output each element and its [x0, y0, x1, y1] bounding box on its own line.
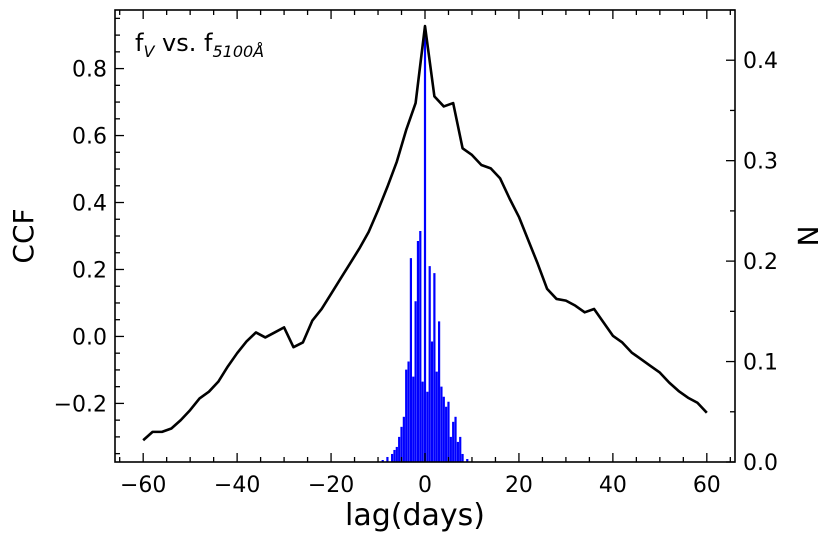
x-tick-label: −60 [120, 473, 166, 498]
x-tick-label: 20 [505, 473, 533, 498]
left-y-tick-label: 0.8 [72, 58, 107, 83]
left-y-axis-ticks: −0.2 0.0 0.2 0.4 0.6 0.8 [54, 17, 124, 455]
right-y-tick-label: 0.3 [743, 150, 778, 175]
left-y-tick-label: 0.6 [72, 125, 107, 150]
right-y-axis-label: N [791, 226, 824, 247]
right-y-tick-label: 0.1 [743, 351, 778, 376]
right-y-tick-label: 0.0 [743, 451, 778, 476]
left-y-tick-label: −0.2 [54, 392, 107, 417]
left-y-tick-label: 0.2 [72, 258, 107, 283]
x-axis-label: lag(days) [345, 498, 485, 533]
x-tick-label: 60 [693, 473, 721, 498]
left-y-axis-label: CCF [7, 208, 40, 263]
histogram-bars [381, 30, 469, 462]
right-y-tick-label: 0.4 [743, 49, 778, 74]
plot-annotation: fV vs. f5100Å [135, 29, 264, 61]
annotation-vs: vs. f [154, 29, 213, 57]
left-y-tick-label: 0.4 [72, 192, 107, 217]
x-tick-label: 0 [418, 473, 432, 498]
annotation-sub-5100: 5100Å [212, 42, 264, 61]
right-y-axis-ticks: 0.0 0.1 0.2 0.3 0.4 [726, 9, 778, 476]
x-tick-label: −40 [214, 473, 260, 498]
ccf-line [142, 24, 708, 442]
x-tick-label: −20 [308, 473, 354, 498]
annotation-sub-v: V [143, 42, 155, 61]
annotation-f1: f [135, 29, 144, 57]
x-tick-label: 40 [599, 473, 627, 498]
x-axis-ticks: −60 −40 −20 0 20 40 60 [119, 10, 731, 498]
left-y-tick-label: 0.0 [72, 325, 107, 350]
right-y-tick-label: 0.2 [743, 250, 778, 275]
